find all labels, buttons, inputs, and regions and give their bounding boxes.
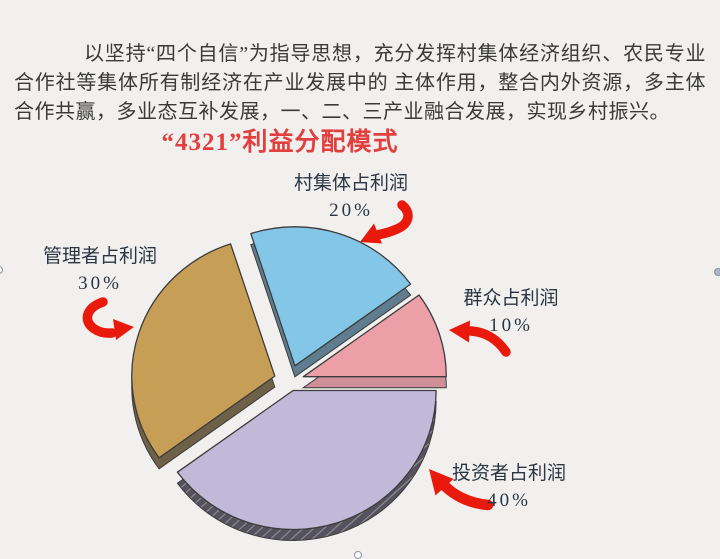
label-village-collective-pct: 20% xyxy=(329,200,373,221)
chart-title[interactable]: “4321”利益分配模式 xyxy=(161,129,399,156)
pie-slice-tops xyxy=(131,226,447,531)
label-investor-name: 投资者占利润 xyxy=(451,463,566,484)
arrow-to-manager-slice xyxy=(82,297,134,340)
label-investor: 投资者占利润 40% xyxy=(429,461,589,513)
arrow-to-village-collective-slice xyxy=(360,200,413,244)
label-masses-name: 群众占利润 xyxy=(463,288,559,309)
label-manager-name: 管理者占利润 xyxy=(42,246,157,267)
arrow-to-investor-slice xyxy=(429,469,494,511)
label-masses-pct: 10% xyxy=(489,315,533,336)
label-village-collective: 村集体占利润 20% xyxy=(271,171,431,223)
label-masses: 群众占利润 10% xyxy=(431,286,591,338)
label-investor-pct: 40% xyxy=(487,490,531,511)
body-paragraph[interactable]: 以坚持“四个自信”为指导思想，充分发挥村集体经济组织、农民专业合作社等集体所有制… xyxy=(14,43,706,123)
selection-handle-right[interactable] xyxy=(714,268,720,276)
arrow-to-masses-slice xyxy=(449,320,511,357)
label-village-collective-name: 村集体占利润 xyxy=(293,173,408,194)
label-manager-pct: 30% xyxy=(78,273,122,294)
label-manager: 管理者占利润 30% xyxy=(20,244,180,296)
